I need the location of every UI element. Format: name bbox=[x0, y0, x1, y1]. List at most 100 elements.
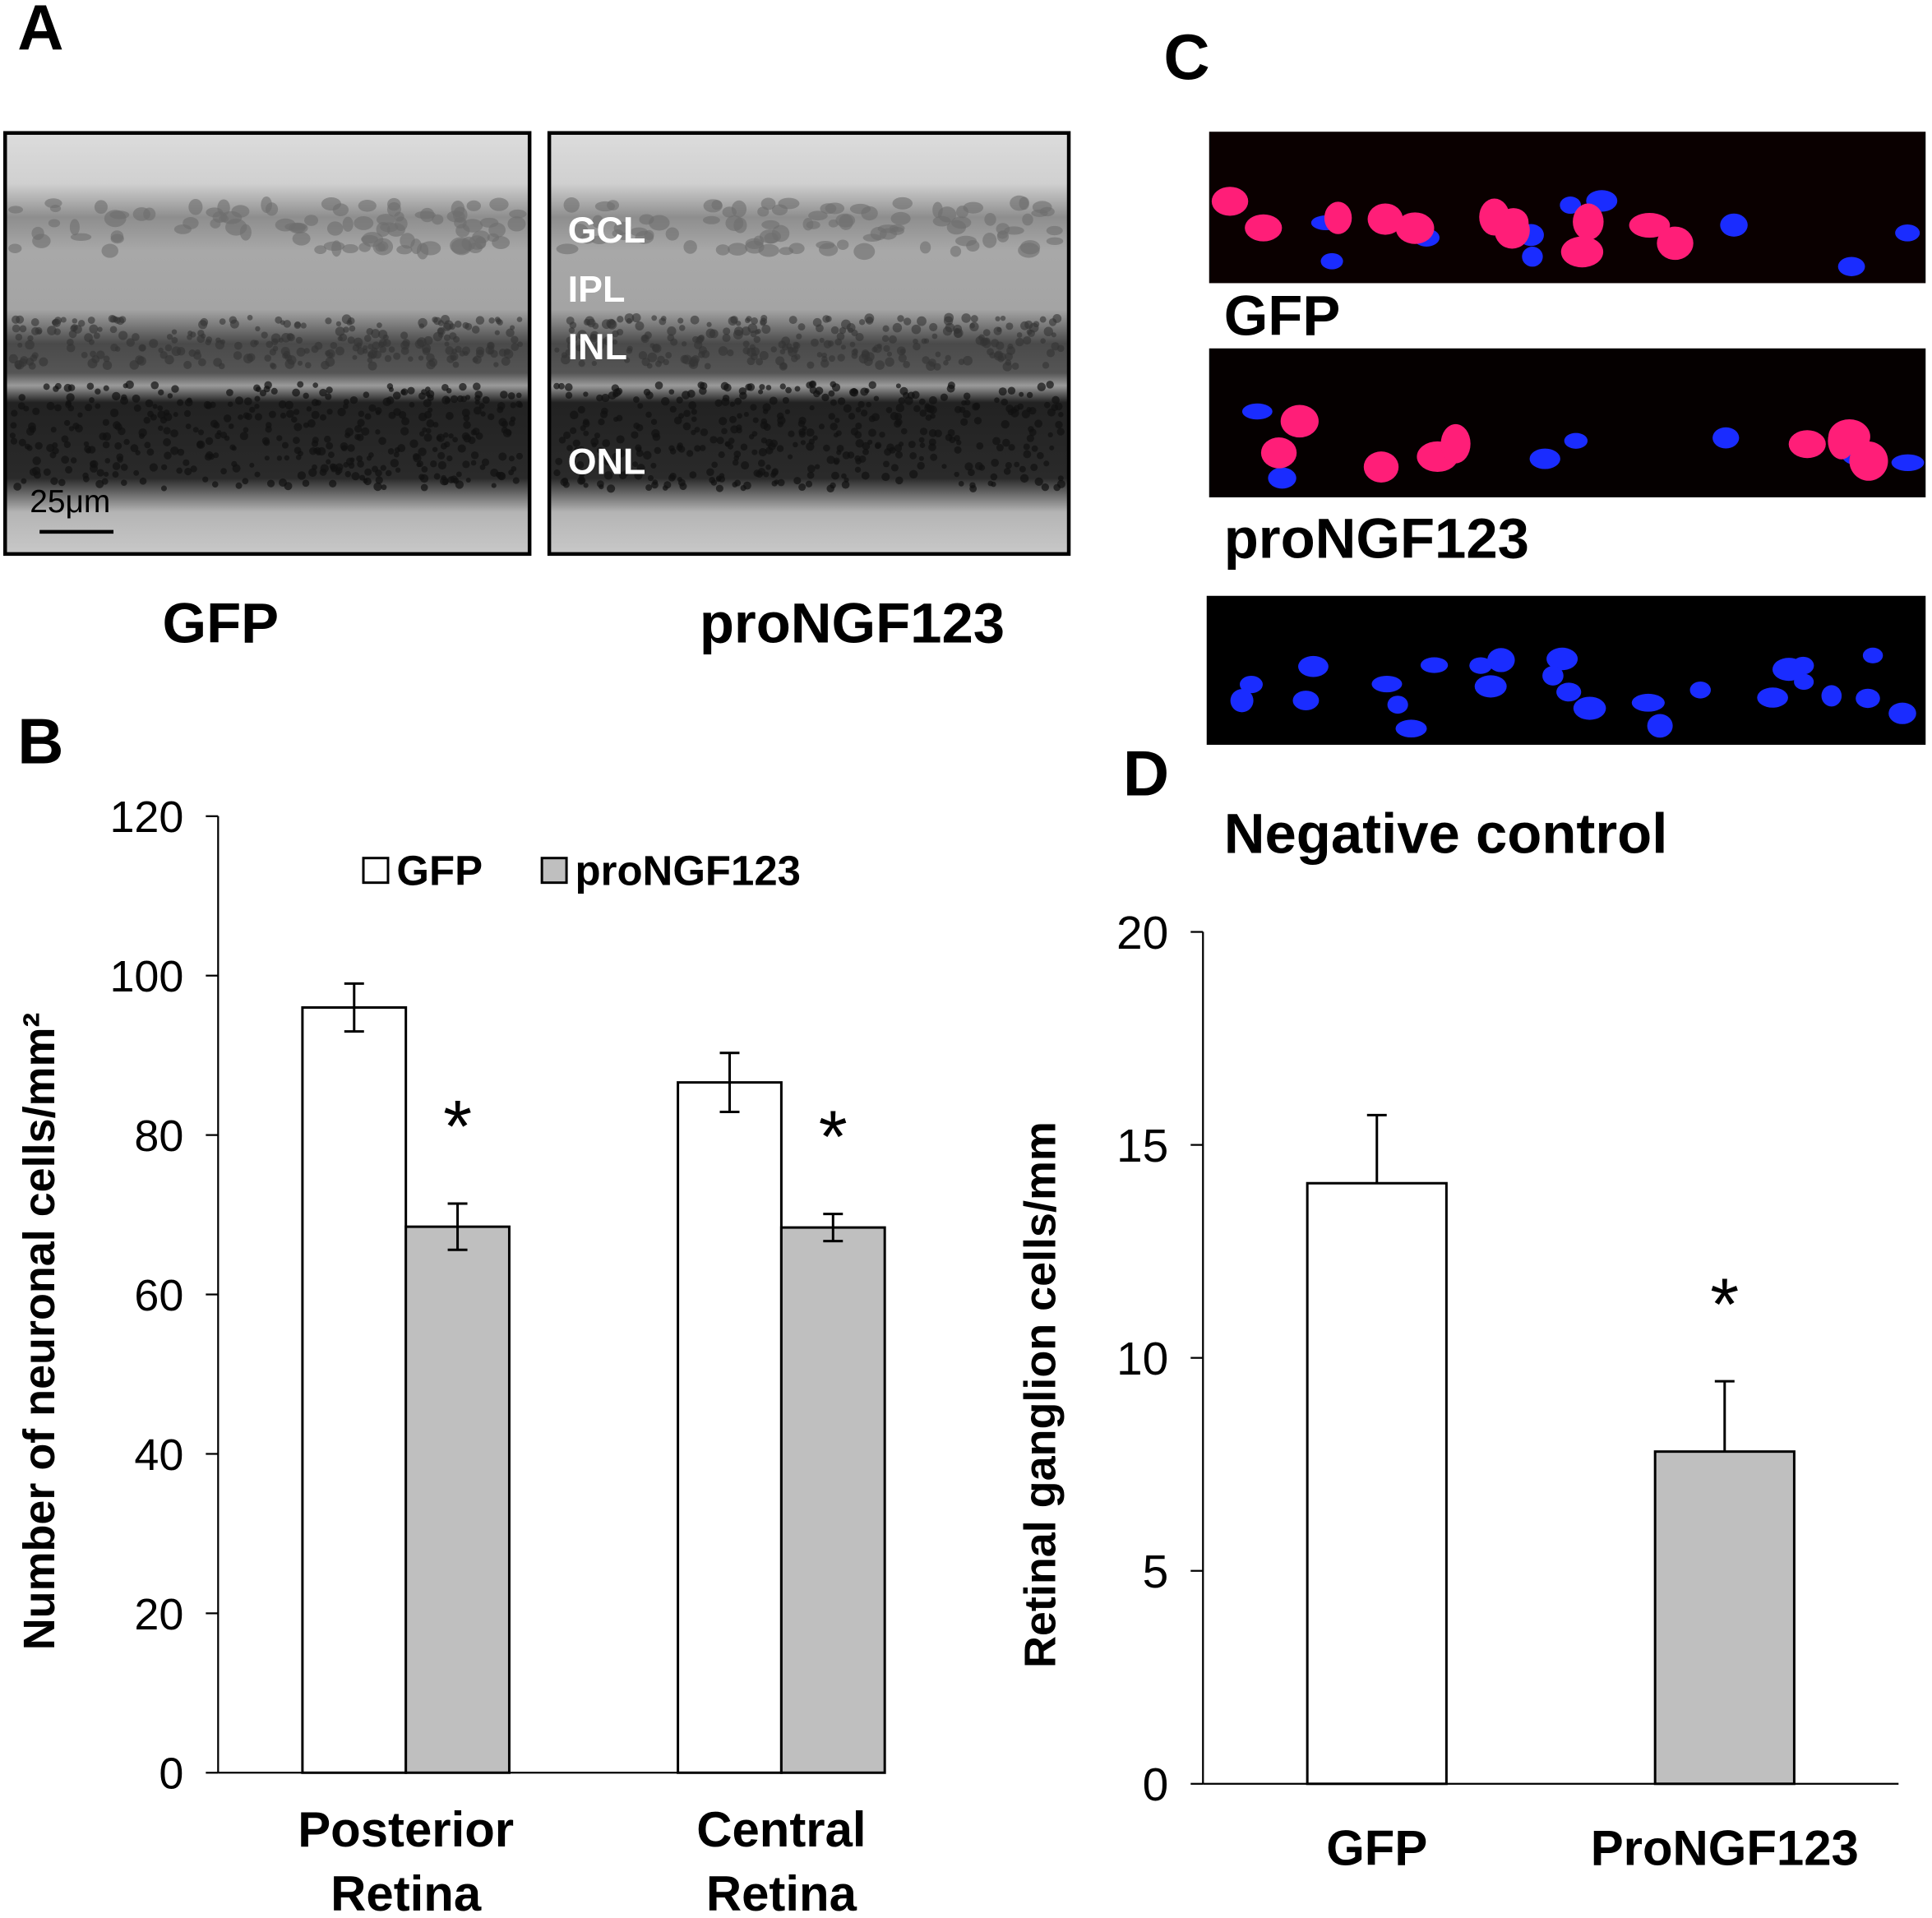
texture bbox=[158, 425, 164, 432]
texture bbox=[60, 317, 67, 323]
texture bbox=[570, 427, 577, 434]
texture bbox=[171, 336, 178, 344]
texture bbox=[35, 441, 43, 450]
texture bbox=[599, 484, 604, 490]
texture bbox=[296, 347, 306, 357]
texture bbox=[591, 360, 597, 367]
texture bbox=[917, 316, 927, 326]
texture bbox=[643, 451, 652, 460]
texture bbox=[797, 323, 806, 331]
texture bbox=[757, 468, 766, 476]
texture bbox=[964, 399, 971, 406]
texture bbox=[1052, 395, 1060, 404]
texture bbox=[516, 317, 523, 322]
texture bbox=[112, 471, 119, 478]
texture bbox=[386, 383, 394, 390]
texture bbox=[711, 461, 718, 469]
texture bbox=[760, 197, 776, 210]
texture bbox=[854, 466, 862, 474]
texture bbox=[326, 459, 331, 464]
texture bbox=[297, 381, 304, 388]
texture bbox=[898, 397, 906, 404]
texture bbox=[812, 435, 818, 441]
texture bbox=[109, 326, 118, 334]
texture bbox=[118, 330, 128, 340]
texture bbox=[728, 316, 737, 326]
texture bbox=[837, 354, 845, 362]
texture bbox=[292, 232, 311, 246]
texture bbox=[667, 326, 677, 336]
bar bbox=[779, 1226, 886, 1774]
texture bbox=[104, 471, 109, 477]
texture bbox=[775, 356, 785, 366]
texture bbox=[758, 447, 767, 457]
texture bbox=[261, 331, 268, 339]
texture bbox=[488, 317, 495, 324]
texture bbox=[1487, 648, 1515, 672]
texture bbox=[868, 381, 876, 390]
texture bbox=[802, 217, 814, 231]
texture bbox=[266, 202, 279, 216]
texture bbox=[432, 422, 439, 428]
texture bbox=[733, 455, 740, 461]
texture bbox=[902, 391, 910, 400]
texture bbox=[243, 397, 252, 406]
texture bbox=[280, 412, 287, 419]
texture bbox=[235, 482, 243, 489]
texture bbox=[457, 444, 466, 453]
texture bbox=[1494, 211, 1530, 249]
texture bbox=[1028, 426, 1034, 432]
texture bbox=[497, 406, 504, 414]
texture bbox=[676, 396, 683, 404]
legend-label: GFP bbox=[396, 848, 483, 894]
texture bbox=[958, 480, 964, 487]
texture bbox=[970, 315, 978, 323]
texture bbox=[517, 402, 524, 409]
texture bbox=[682, 354, 692, 365]
texture bbox=[454, 320, 462, 328]
texture bbox=[1048, 318, 1057, 326]
texture bbox=[612, 388, 622, 397]
texture bbox=[918, 398, 926, 405]
texture bbox=[46, 401, 55, 410]
texture bbox=[758, 389, 764, 395]
texture bbox=[691, 409, 697, 415]
texture bbox=[167, 393, 173, 399]
texture bbox=[18, 394, 25, 401]
texture bbox=[1043, 326, 1053, 337]
texture bbox=[724, 441, 731, 447]
texture bbox=[791, 354, 798, 363]
panel-label: A bbox=[17, 0, 63, 63]
texture bbox=[508, 455, 515, 462]
texture bbox=[413, 454, 422, 463]
texture bbox=[190, 465, 197, 473]
image-label: Negative control bbox=[1224, 802, 1668, 866]
texture bbox=[304, 215, 318, 226]
texture bbox=[1034, 477, 1043, 487]
texture bbox=[835, 430, 842, 437]
texture bbox=[862, 233, 882, 243]
texture bbox=[868, 428, 876, 437]
texture bbox=[368, 404, 377, 412]
texture bbox=[481, 458, 490, 466]
texture bbox=[254, 395, 261, 402]
bar bbox=[677, 1081, 783, 1774]
texture bbox=[220, 339, 226, 345]
layer-label: INL bbox=[568, 326, 627, 367]
image-label: GFP bbox=[163, 592, 280, 655]
texture bbox=[746, 347, 756, 358]
texture bbox=[729, 415, 737, 423]
texture bbox=[416, 462, 422, 468]
texture bbox=[320, 464, 329, 473]
texture bbox=[58, 478, 66, 487]
texture bbox=[1647, 714, 1673, 738]
texture bbox=[177, 399, 184, 406]
texture bbox=[1230, 689, 1254, 713]
texture bbox=[583, 483, 589, 488]
texture bbox=[1015, 337, 1024, 347]
texture bbox=[807, 471, 815, 479]
significance-marker: * bbox=[1710, 1264, 1739, 1346]
texture bbox=[511, 335, 519, 344]
texture bbox=[1033, 321, 1040, 328]
texture bbox=[654, 446, 662, 455]
